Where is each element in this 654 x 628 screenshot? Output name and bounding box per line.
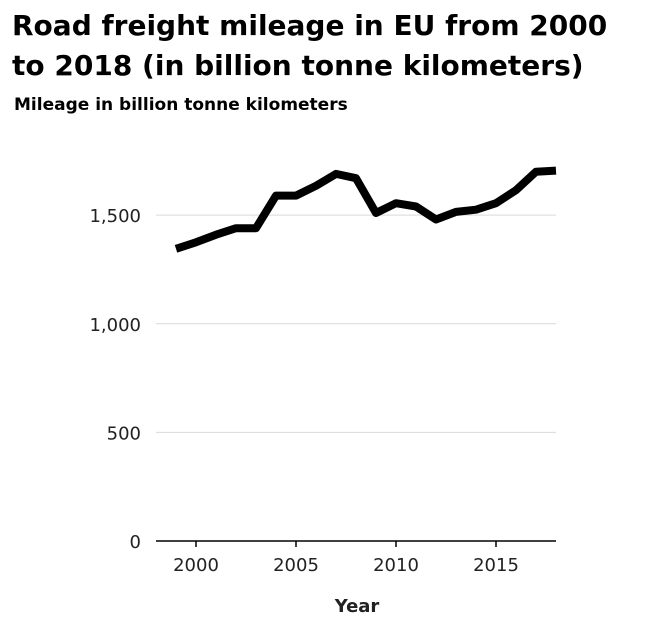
x-tick-label: 2010 — [373, 555, 419, 576]
x-axis-label: Year — [334, 596, 380, 617]
y-tick-label: 500 — [107, 423, 141, 444]
x-tick-label: 2005 — [273, 555, 319, 576]
series-line — [174, 166, 557, 253]
tick-labels: 0 500 1,000 1,500 2000 2005 2010 2015 — [89, 206, 518, 576]
series-layer — [174, 166, 557, 253]
x-tick-label: 2015 — [473, 555, 519, 576]
y-tick-label: 0 — [130, 532, 141, 553]
axes — [156, 540, 556, 547]
y-axis-label: Mileage in billion tonne kilometers — [14, 95, 348, 115]
y-tick-label: 1,000 — [89, 315, 141, 336]
y-tick-label: 1,500 — [89, 206, 141, 227]
gridlines — [156, 214, 556, 433]
chart-title: Road freight mileage in EU from 2000 to … — [12, 9, 608, 82]
x-tick-label: 2000 — [173, 555, 219, 576]
